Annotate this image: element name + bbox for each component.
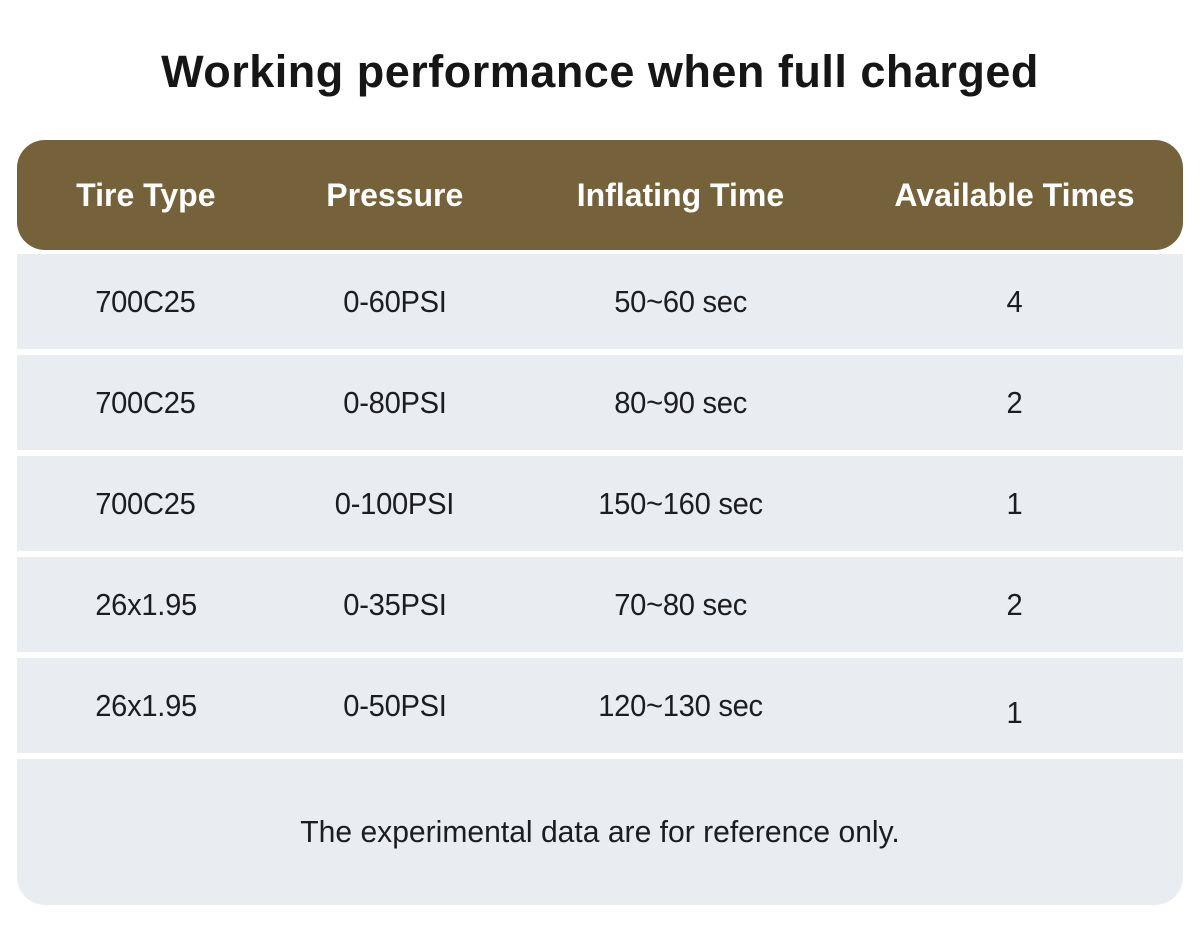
footnote-text: The experimental data are for reference … [300,814,900,849]
cell-value: 50~60 sec [614,283,747,319]
cell-value: 0-80PSI [343,384,447,420]
cell-value: 120~130 sec [598,687,763,723]
table-body: 700C25 0-60PSI 50~60 sec 4 700C25 0-80PS… [17,254,1183,905]
cell-inflating-time: 80~90 sec [515,355,846,450]
cell-inflating-time: 150~160 sec [515,456,846,551]
cell-value: 1 [1006,694,1023,730]
cell-value: 0-50PSI [343,687,447,723]
cell-available-times: 1 [846,456,1183,551]
cell-available-times: 1 [846,658,1183,753]
table-row: 700C25 0-60PSI 50~60 sec 4 [17,254,1183,349]
column-header-tire-type: Tire Type [76,176,216,213]
cell-tire-type: 700C25 [17,355,275,450]
table-footnote-row: The experimental data are for reference … [17,759,1183,905]
column-header-inflating-time: Inflating Time [576,176,785,213]
cell-value: 80~90 sec [614,384,747,420]
cell-value: 700C25 [95,485,197,521]
cell-inflating-time: 120~130 sec [515,658,846,753]
cell-value: 70~80 sec [614,586,747,622]
cell-pressure: 0-80PSI [275,355,515,450]
cell-available-times: 2 [846,355,1183,450]
performance-table: Tire Type Pressure Inflating Time Availa… [17,140,1183,905]
cell-value: 26x1.95 [94,586,197,622]
page-title: Working performance when full charged [161,46,1039,97]
cell-value: 2 [1006,384,1023,420]
table-row: 700C25 0-80PSI 80~90 sec 2 [17,355,1183,450]
cell-tire-type: 26x1.95 [17,557,275,652]
cell-value: 700C25 [95,384,197,420]
cell-available-times: 4 [846,254,1183,349]
cell-value: 4 [1006,283,1023,319]
cell-inflating-time: 50~60 sec [515,254,846,349]
table-row: 700C25 0-100PSI 150~160 sec 1 [17,456,1183,551]
cell-available-times: 2 [846,557,1183,652]
cell-tire-type: 700C25 [17,254,275,349]
column-header-available-times: Available Times [894,176,1135,213]
cell-value: 0-100PSI [335,485,455,521]
infographic-page: Working performance when full charged Ti… [0,46,1200,929]
cell-value: 0-35PSI [343,586,447,622]
column-header-pressure: Pressure [326,176,464,213]
cell-pressure: 0-35PSI [275,557,515,652]
cell-value: 1 [1006,485,1023,521]
table-header-row: Tire Type Pressure Inflating Time Availa… [17,140,1183,250]
cell-value: 150~160 sec [598,485,763,521]
cell-pressure: 0-50PSI [275,658,515,753]
cell-inflating-time: 70~80 sec [515,557,846,652]
cell-value: 2 [1006,586,1023,622]
cell-tire-type: 26x1.95 [17,658,275,753]
cell-pressure: 0-60PSI [275,254,515,349]
cell-value: 700C25 [95,283,197,319]
cell-value: 0-60PSI [343,283,447,319]
table-row: 26x1.95 0-50PSI 120~130 sec 1 [17,658,1183,753]
table-row: 26x1.95 0-35PSI 70~80 sec 2 [17,557,1183,652]
cell-tire-type: 700C25 [17,456,275,551]
cell-value: 26x1.95 [94,687,197,723]
cell-pressure: 0-100PSI [275,456,515,551]
